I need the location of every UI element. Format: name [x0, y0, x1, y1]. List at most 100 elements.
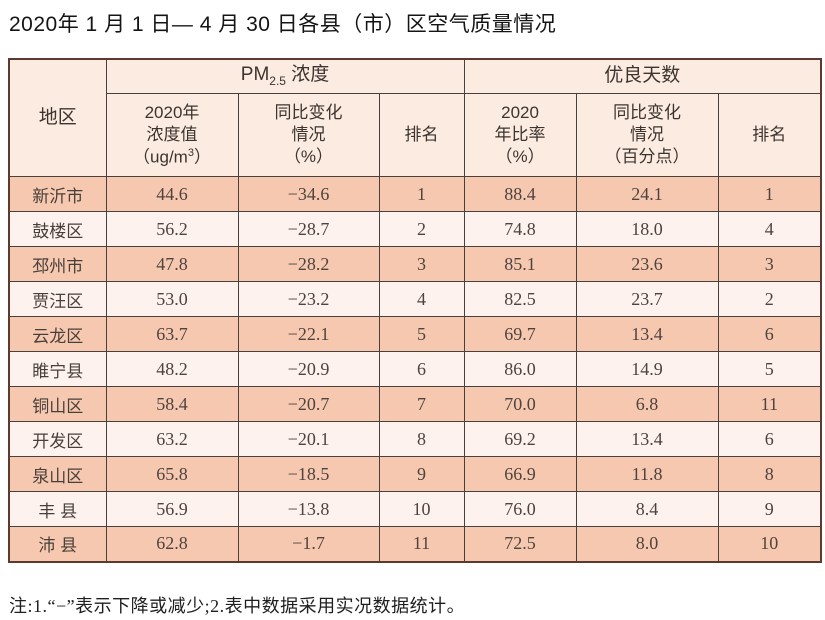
cell-pm: 56.2: [105, 211, 239, 247]
cell-region: 泉山区: [8, 456, 107, 492]
cell-region: 贾汪区: [8, 281, 107, 317]
cell-pm_rank: 8: [378, 421, 465, 457]
cell-region: 鼓楼区: [8, 211, 107, 247]
cell-pm: 65.8: [105, 456, 239, 492]
cell-rate_change: 8.0: [575, 526, 719, 562]
cell-pm: 56.9: [105, 491, 239, 527]
cell-rate_rank: 6: [717, 316, 822, 352]
table-body: 新沂市 44.6 −34.6 1 88.4 24.1 1 鼓楼区 56.2 −28.7 2 74.8 1…: [8, 176, 822, 562]
header-pm-rank: 排名: [378, 93, 465, 177]
cell-rate_change: 6.8: [575, 386, 719, 422]
cell-rate: 66.9: [463, 456, 577, 492]
cell-rate_change: 13.4: [575, 316, 719, 352]
cell-rate_rank: 2: [717, 281, 822, 317]
cell-pm_rank: 9: [378, 456, 465, 492]
cell-rate_rank: 9: [717, 491, 822, 527]
cell-rate_change: 23.7: [575, 281, 719, 317]
cell-rate_change: 23.6: [575, 246, 719, 282]
cell-rate_change: 11.8: [575, 456, 719, 492]
cell-pm: 58.4: [105, 386, 239, 422]
cell-region: 沛 县: [8, 526, 107, 562]
cell-rate_rank: 3: [717, 246, 822, 282]
cell-rate: 69.2: [463, 421, 577, 457]
table-row: 云龙区 63.7 −22.1 5 69.7 13.4 6: [8, 316, 822, 352]
cell-pm_rank: 11: [378, 526, 465, 562]
air-quality-table: 地区 PM2.5 浓度 优良天数 2020年 浓度值 （ug/m3） 同比变化 …: [8, 58, 823, 563]
cell-rate: 72.5: [463, 526, 577, 562]
cell-pm: 47.8: [105, 246, 239, 282]
cell-region: 邳州市: [8, 246, 107, 282]
cell-rate: 76.0: [463, 491, 577, 527]
cell-pm: 48.2: [105, 351, 239, 387]
header-good-days-group: 优良天数: [463, 58, 822, 94]
cell-rate: 88.4: [463, 176, 577, 212]
cell-pm_rank: 10: [378, 491, 465, 527]
cell-pm_rank: 3: [378, 246, 465, 282]
table-row: 新沂市 44.6 −34.6 1 88.4 24.1 1: [8, 176, 822, 212]
pm25-label-prefix: PM: [240, 64, 270, 86]
cell-pm_rank: 4: [378, 281, 465, 317]
header-rate: 2020 年比率 （%）: [463, 93, 577, 177]
cell-rate_rank: 11: [717, 386, 822, 422]
pm-value-line2: 浓度值: [146, 124, 198, 144]
table-row: 铜山区 58.4 −20.7 7 70.0 6.8 11: [8, 386, 822, 422]
cell-pm_rank: 6: [378, 351, 465, 387]
table-row: 开发区 63.2 −20.1 8 69.2 13.4 6: [8, 421, 822, 457]
cell-pm_change: −20.1: [237, 421, 380, 457]
pm25-label-suffix: 浓度: [285, 64, 330, 86]
cell-pm: 63.7: [105, 316, 239, 352]
cell-pm_change: −20.7: [237, 386, 380, 422]
cell-rate_rank: 8: [717, 456, 822, 492]
table-row: 丰 县 56.9 −13.8 10 76.0 8.4 9: [8, 491, 822, 527]
cell-rate_change: 14.9: [575, 351, 719, 387]
pm25-label-subscript: 2.5: [269, 74, 286, 89]
cell-rate_change: 8.4: [575, 491, 719, 527]
table-row: 睢宁县 48.2 −20.9 6 86.0 14.9 5: [8, 351, 822, 387]
cell-pm_change: −28.7: [237, 211, 380, 247]
cell-pm_change: −1.7: [237, 526, 380, 562]
cell-rate: 69.7: [463, 316, 577, 352]
header-rate-rank: 排名: [717, 93, 822, 177]
header-sub-row: 2020年 浓度值 （ug/m3） 同比变化 情况 （%） 排名 2020 年比…: [9, 93, 822, 177]
pm-unit-post: ）: [193, 147, 211, 167]
cell-pm_change: −20.9: [237, 351, 380, 387]
cell-pm_change: −18.5: [237, 456, 380, 492]
table-row: 泉山区 65.8 −18.5 9 66.9 11.8 8: [8, 456, 822, 492]
cell-rate_rank: 1: [717, 176, 822, 212]
cell-rate_change: 18.0: [575, 211, 719, 247]
cell-pm_change: −28.2: [237, 246, 380, 282]
pm-value-line1: 2020年: [144, 102, 200, 122]
cell-pm: 53.0: [105, 281, 239, 317]
cell-pm: 62.8: [105, 526, 239, 562]
cell-rate: 82.5: [463, 281, 577, 317]
pm-unit-sup: 3: [187, 146, 194, 159]
cell-region: 铜山区: [8, 386, 107, 422]
cell-rate_rank: 10: [717, 526, 822, 562]
cell-rate_rank: 5: [717, 351, 822, 387]
cell-region: 睢宁县: [8, 351, 107, 387]
table-row: 鼓楼区 56.2 −28.7 2 74.8 18.0 4: [8, 211, 822, 247]
cell-region: 开发区: [8, 421, 107, 457]
header-group-row: 地区 PM2.5 浓度 优良天数: [8, 58, 822, 177]
cell-region: 丰 县: [8, 491, 107, 527]
cell-pm_rank: 1: [378, 176, 465, 212]
cell-region: 新沂市: [8, 176, 107, 212]
table-row: 沛 县 62.8 −1.7 11 72.5 8.0 10: [8, 526, 822, 562]
cell-rate: 86.0: [463, 351, 577, 387]
cell-pm_rank: 2: [378, 211, 465, 247]
header-region: 地区: [8, 58, 107, 177]
header-pm25-group: PM2.5 浓度: [105, 58, 465, 94]
header-rate-change: 同比变化 情况 （百分点）: [575, 93, 719, 177]
header-pm-change: 同比变化 情况 （%）: [237, 93, 380, 177]
cell-rate_rank: 4: [717, 211, 822, 247]
cell-pm_rank: 5: [378, 316, 465, 352]
cell-rate_change: 13.4: [575, 421, 719, 457]
page-title: 2020年 1 月 1 日— 4 月 30 日各县（市）区空气质量情况: [9, 13, 557, 36]
table-row: 贾汪区 53.0 −23.2 4 82.5 23.7 2: [8, 281, 822, 317]
cell-pm_change: −23.2: [237, 281, 380, 317]
cell-pm_change: −34.6: [237, 176, 380, 212]
pm-unit-pre: （ug/m: [133, 147, 188, 167]
cell-rate_change: 24.1: [575, 176, 719, 212]
table-row: 邳州市 47.8 −28.2 3 85.1 23.6 3: [8, 246, 822, 282]
